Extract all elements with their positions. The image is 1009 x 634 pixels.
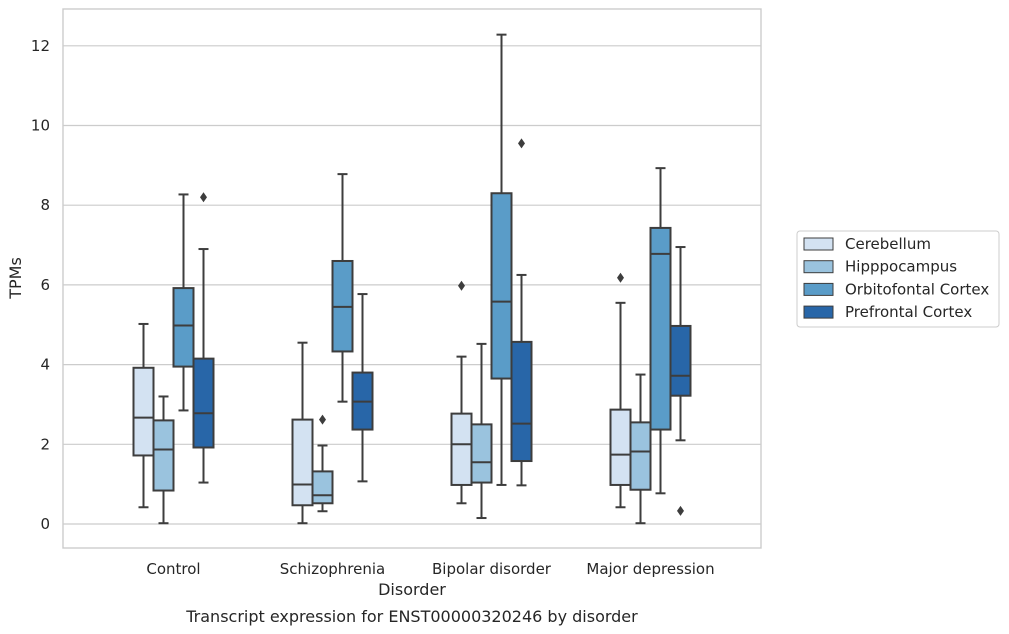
box [291,418,314,507]
box [152,419,175,492]
y-tick-label: 10 [31,117,50,135]
x-tick-label: Major depression [586,560,714,578]
x-axis-title: Disorder [378,580,446,599]
legend-label: Cerebellum [845,235,931,253]
box-group [450,280,473,505]
box-group [510,138,533,487]
box-group [291,341,314,525]
y-tick-label: 2 [40,435,50,453]
chart-caption: Transcript expression for ENST0000032024… [185,607,638,626]
legend-label: Prefrontal Cortex [845,303,972,321]
box-group [311,414,334,513]
outlier-point [458,280,465,291]
legend: Cerebellum Hipppocampus Orbitofontal Corte… [796,230,1000,328]
boxes [132,33,692,525]
box-group [172,193,195,412]
box-group [351,293,374,483]
box-group [331,173,354,403]
box [172,287,195,368]
legend-swatch [803,282,834,296]
box [609,408,632,486]
box [669,324,692,397]
box [470,423,493,484]
x-tick-labels: Control Schizophrenia Bipolar disorder Majo… [146,560,714,578]
box [490,192,513,380]
box-group [629,373,652,525]
box-group [132,322,155,509]
plot-frame [62,8,762,549]
box [311,470,334,505]
legend-label: Orbitofontal Cortex [845,280,989,298]
legend-swatch [803,305,834,319]
box-group [609,272,632,509]
box [450,412,473,486]
box [192,357,215,449]
y-tick-label: 0 [40,515,50,533]
legend-swatch [803,260,834,274]
outlier-point [319,414,326,425]
y-tick-label: 4 [40,356,50,374]
x-tick-label: Bipolar disorder [432,560,552,578]
legend-label: Hipppocampus [845,258,957,276]
box [629,421,652,491]
box [649,226,672,431]
y-tick-label: 6 [40,276,50,294]
outlier-point [617,272,624,283]
box-group [152,395,175,525]
outlier-point [677,505,684,516]
box-group [192,192,215,484]
y-tick-label: 12 [31,37,50,55]
box-group [490,33,513,486]
x-tick-label: Schizophrenia [280,560,385,578]
x-tick-label: Control [146,560,200,578]
box-group [470,342,493,520]
box-group [669,246,692,516]
legend-swatch [803,237,834,251]
legend-frame [796,230,1000,328]
y-tick-label: 8 [40,196,50,214]
y-axis-title: TPMs [6,257,25,300]
box [132,366,155,457]
outlier-point [200,192,207,203]
y-tick-labels: 0 2 4 6 8 10 12 [31,37,50,533]
box [510,340,533,463]
outlier-point [518,138,525,149]
